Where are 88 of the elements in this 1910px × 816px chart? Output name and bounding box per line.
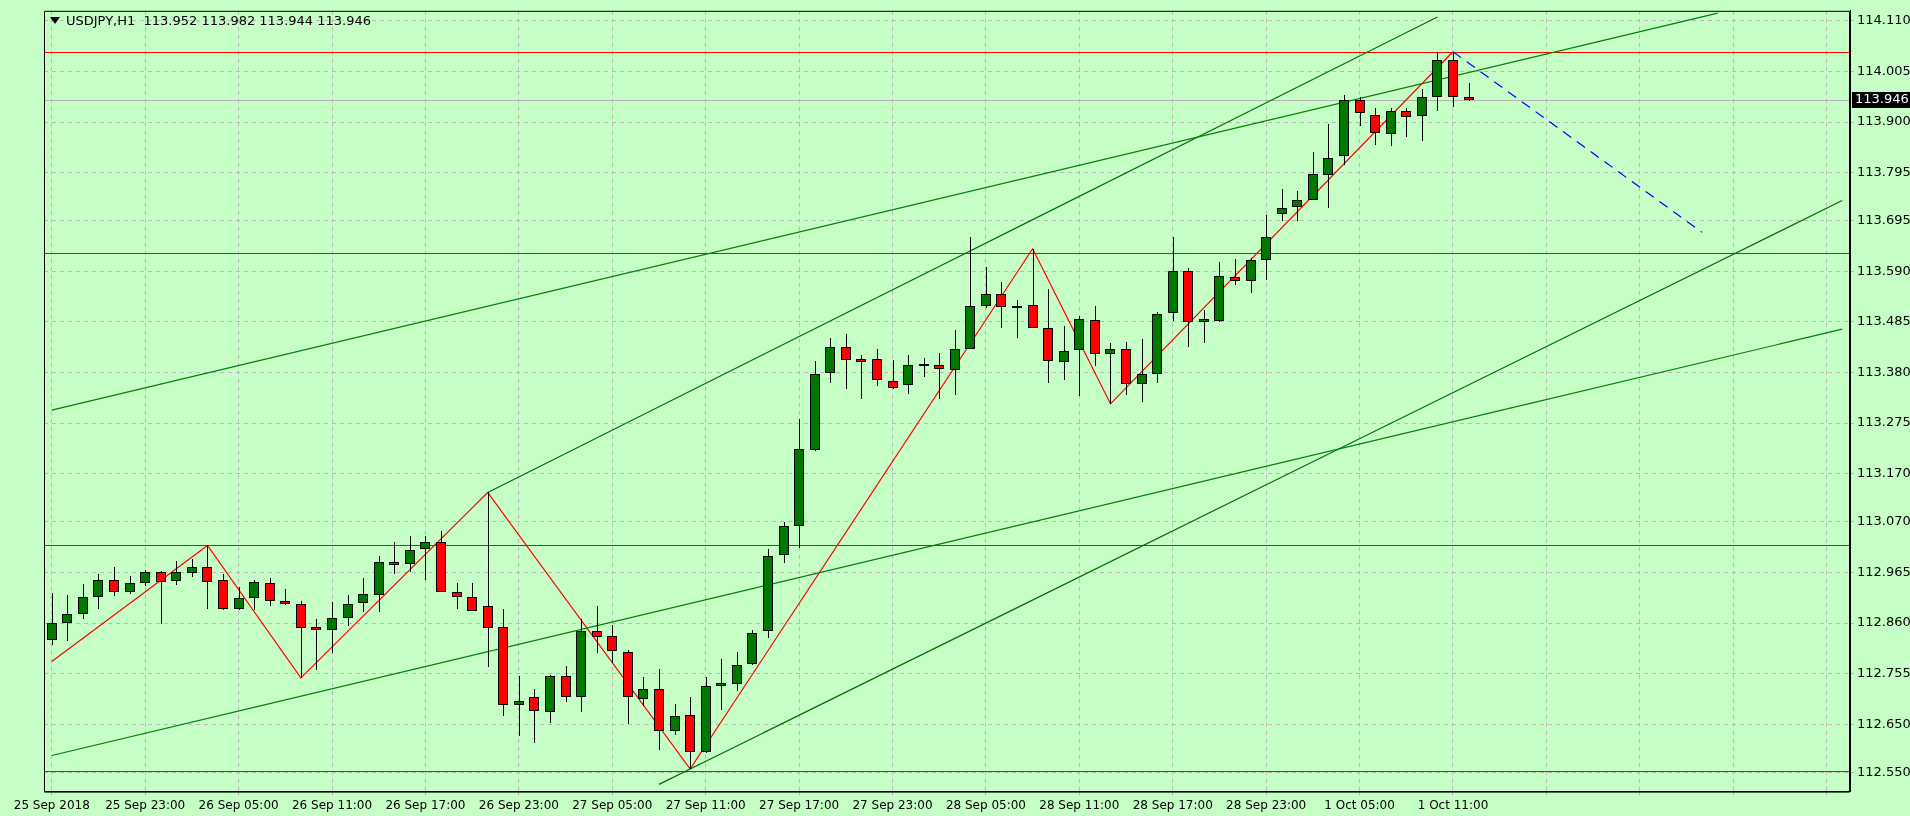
x-tick-label: 27 Sep 05:00 — [572, 797, 653, 812]
candlestick — [670, 703, 680, 736]
candlestick — [47, 592, 57, 646]
x-tick-label: 27 Sep 23:00 — [852, 797, 933, 812]
candlestick — [1105, 342, 1115, 405]
candlestick — [841, 333, 851, 390]
candlestick — [996, 281, 1006, 329]
candlestick — [1277, 188, 1287, 222]
y-tick-label: 112.550 — [1857, 763, 1910, 779]
candlestick — [607, 624, 617, 664]
candlestick — [358, 577, 368, 613]
candlestick — [156, 570, 166, 625]
y-tick-label: 114.110 — [1857, 12, 1910, 28]
candlestick — [1012, 299, 1022, 339]
candlestick — [856, 354, 866, 400]
candlestick — [296, 600, 306, 679]
candlestick — [514, 675, 524, 737]
y-tick-label: 112.860 — [1857, 614, 1910, 630]
y-tick-label: 113.590 — [1857, 262, 1910, 278]
candlestick — [265, 577, 275, 607]
candlestick — [950, 329, 960, 396]
candlestick — [405, 535, 415, 573]
candlestick — [732, 651, 742, 692]
candlestick — [93, 573, 103, 610]
y-tick-label: 113.380 — [1857, 363, 1910, 379]
y-tick-label: 112.650 — [1857, 715, 1910, 731]
x-tick-label: 28 Sep 11:00 — [1039, 797, 1120, 812]
x-tick-label: 26 Sep 11:00 — [291, 797, 373, 812]
x-tick-label: 1 Oct 05:00 — [1324, 797, 1395, 812]
candlestick — [249, 579, 259, 611]
candlestick — [1417, 88, 1427, 142]
candlestick — [343, 594, 353, 627]
candlestick — [1292, 190, 1302, 222]
x-tick-label: 26 Sep 23:00 — [478, 797, 559, 812]
candlestick — [1199, 309, 1209, 344]
x-tick-label: 28 Sep 23:00 — [1226, 797, 1307, 812]
candlestick — [171, 560, 181, 586]
candlestick — [888, 359, 898, 390]
candlestick — [1230, 258, 1240, 286]
candlestick — [327, 601, 337, 654]
candlestick — [62, 594, 72, 642]
x-tick-label: 26 Sep 05:00 — [198, 797, 279, 812]
y-tick-label: 113.275 — [1857, 414, 1910, 430]
candlestick — [638, 676, 648, 707]
candlestick — [919, 357, 929, 378]
y-tick-label: 113.070 — [1857, 513, 1910, 529]
candlestick — [934, 352, 944, 400]
candlestick — [592, 605, 602, 654]
candlestick — [420, 535, 430, 581]
candlestick — [78, 583, 88, 620]
candlestick — [234, 586, 244, 611]
candlestick — [1401, 107, 1411, 138]
y-tick-label: 112.965 — [1857, 563, 1910, 579]
x-tick-label: 26 Sep 17:00 — [385, 797, 466, 812]
candlestick — [1246, 257, 1256, 294]
candlestick — [109, 566, 119, 597]
candlestick — [1059, 325, 1069, 381]
chart-title: USDJPY,H1 113.952 113.982 113.944 113.946 — [66, 13, 371, 28]
candlestick — [561, 665, 571, 703]
x-tick-label: 25 Sep 23:00 — [105, 797, 186, 812]
candlestick — [529, 688, 539, 744]
x-tick-label: 27 Sep 17:00 — [759, 797, 840, 812]
candlestick — [903, 354, 913, 395]
y-tick-label: 112.755 — [1857, 664, 1910, 680]
ref-line-label: 113.946 — [1855, 91, 1909, 107]
x-tick-label: 28 Sep 17:00 — [1132, 797, 1213, 812]
x-tick-label: 28 Sep 05:00 — [945, 797, 1026, 812]
y-tick-label: 114.005 — [1857, 62, 1910, 78]
x-tick-label: 27 Sep 11:00 — [665, 797, 746, 812]
candlestick — [1261, 214, 1271, 281]
candlestick — [981, 266, 991, 309]
candlestick — [467, 582, 477, 612]
candlestick — [1323, 123, 1333, 209]
candlestick — [1355, 96, 1365, 127]
y-tick-label: 113.485 — [1857, 313, 1910, 329]
candlestick — [872, 348, 882, 387]
candlestick — [1370, 107, 1380, 146]
candlestick — [311, 618, 321, 671]
candlestick — [452, 582, 462, 610]
candlestick — [1386, 107, 1396, 147]
x-tick-label: 25 Sep 2018 — [13, 797, 90, 812]
y-tick-label: 113.795 — [1857, 164, 1910, 180]
candlestick — [716, 658, 726, 711]
x-tick-label: 1 Oct 11:00 — [1417, 797, 1489, 812]
y-tick-label: 113.170 — [1857, 465, 1910, 481]
candlestick — [1137, 338, 1147, 403]
y-tick-label: 113.695 — [1857, 212, 1910, 228]
y-tick-label: 113.900 — [1857, 113, 1910, 129]
